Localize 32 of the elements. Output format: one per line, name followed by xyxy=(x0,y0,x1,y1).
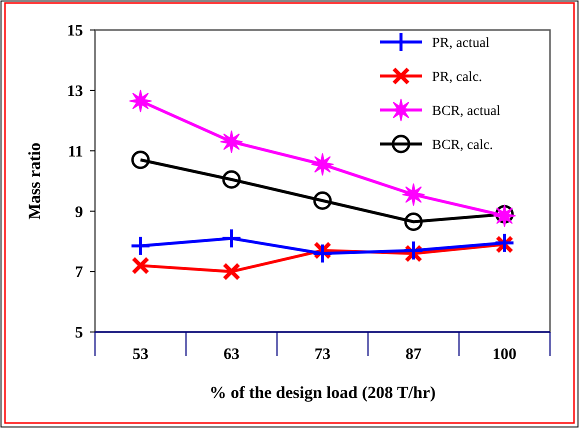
point xyxy=(404,212,423,232)
point xyxy=(313,191,332,210)
y-axis-title: Mass ratio xyxy=(25,142,44,220)
x-axis-title: % of the design load (208 T/hr) xyxy=(209,383,436,402)
point xyxy=(311,152,334,176)
legend-label: PR, calc. xyxy=(432,70,482,85)
point xyxy=(221,228,242,249)
y-tick-label: 11 xyxy=(68,143,83,160)
x-tick-label: 87 xyxy=(406,346,422,363)
point xyxy=(130,235,151,256)
point xyxy=(222,262,240,281)
x-tick-label: 53 xyxy=(132,346,148,363)
x-tick-label: 63 xyxy=(224,346,240,363)
legend-label: BCR, calc. xyxy=(432,138,494,153)
point xyxy=(493,204,516,228)
y-tick-label: 7 xyxy=(75,264,83,282)
point xyxy=(402,183,425,206)
legend-label: BCR, actual xyxy=(432,104,501,119)
point xyxy=(129,89,152,112)
x-tick-label: 73 xyxy=(314,346,330,363)
point xyxy=(220,130,243,154)
point xyxy=(131,150,150,170)
x-tick-label: 100 xyxy=(492,346,516,363)
point xyxy=(403,240,424,261)
y-tick-label: 5 xyxy=(75,324,83,342)
y-tick-label: 15 xyxy=(67,22,83,40)
point xyxy=(222,170,241,189)
y-tick-label: 9 xyxy=(75,204,83,221)
legend-label: PR, actual xyxy=(432,36,490,51)
point xyxy=(132,256,150,275)
y-tick-label: 13 xyxy=(67,83,83,100)
point xyxy=(312,242,333,264)
